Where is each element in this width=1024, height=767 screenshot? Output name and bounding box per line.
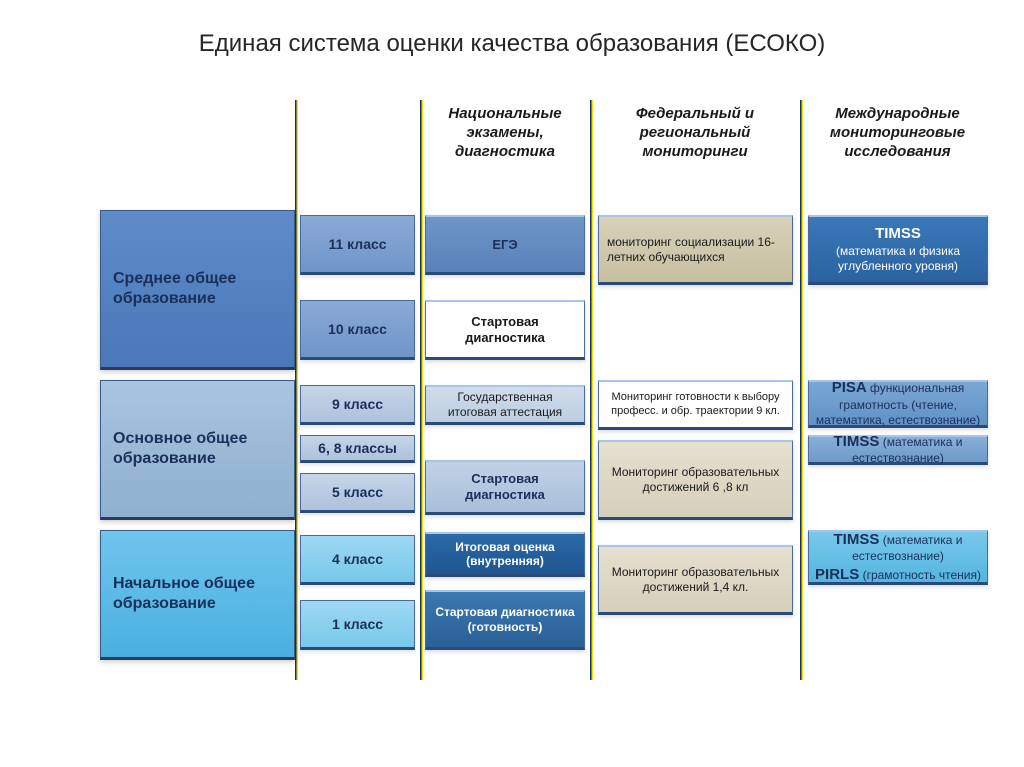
exam-cell-0: ЕГЭ <box>425 215 585 275</box>
international-cell-3: TIMSS (математика и естествознание)PIRLS… <box>808 530 988 585</box>
exam-cell-4: Итоговая оценка (внутренняя) <box>425 532 585 577</box>
grade-cell-3: 6, 8 классы <box>300 435 415 463</box>
monitoring-cell-2: Мониторинг образовательных достижений 6 … <box>598 440 793 520</box>
grade-cell-0: 11 класс <box>300 215 415 275</box>
exam-cell-1: Стартовая диагностика <box>425 300 585 360</box>
col-divider-2 <box>420 100 423 680</box>
education-level-0: Среднее общее образование <box>100 210 295 370</box>
page-title: Единая система оценки качества образован… <box>0 0 1024 78</box>
grade-cell-6: 1 класс <box>300 600 415 650</box>
exam-cell-2: Государственная итоговая аттестация <box>425 385 585 425</box>
monitoring-cell-3: Мониторинг образовательных достижений 1,… <box>598 545 793 615</box>
education-level-2: Начальное общее образование <box>100 530 295 660</box>
international-cell-0: TIMSS(математика и физика углубленного у… <box>808 215 988 285</box>
col-header-monitoring: Федеральный и региональный мониторинги <box>595 105 795 161</box>
monitoring-cell-0: мониторинг социализации 16-летних обучаю… <box>598 215 793 285</box>
international-cell-1: PISA функциональная грамотность (чтение,… <box>808 380 988 428</box>
col-header-exams: Национальные экзамены, диагностика <box>425 105 585 161</box>
international-cell-2: TIMSS (математика и естествознание) <box>808 435 988 465</box>
grade-cell-4: 5 класс <box>300 473 415 513</box>
col-divider-4 <box>800 100 803 680</box>
education-level-1: Основное общее образование <box>100 380 295 520</box>
grade-cell-1: 10 класс <box>300 300 415 360</box>
col-divider-3 <box>590 100 593 680</box>
exam-cell-5: Стартовая диагностика (готовность) <box>425 590 585 650</box>
col-header-international: Международные мониторинговые исследовани… <box>805 105 990 161</box>
monitoring-cell-1: Мониторинг готовности к выбору професс. … <box>598 380 793 430</box>
grade-cell-2: 9 класс <box>300 385 415 425</box>
grade-cell-5: 4 класс <box>300 535 415 585</box>
exam-cell-3: Стартовая диагностика <box>425 460 585 515</box>
esoko-grid: Национальные экзамены, диагностика Федер… <box>100 100 990 680</box>
col-divider-1 <box>295 100 298 680</box>
